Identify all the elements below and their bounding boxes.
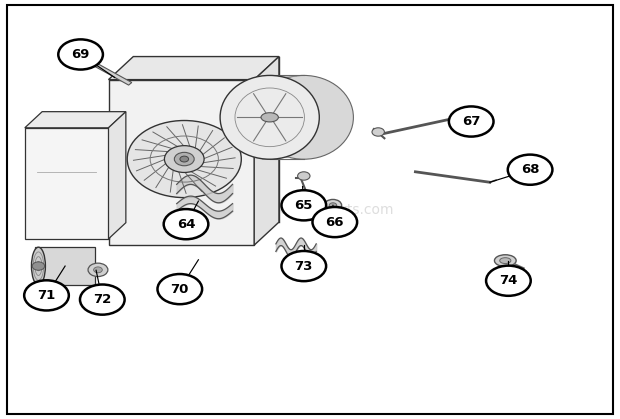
Circle shape <box>281 251 326 281</box>
Text: 71: 71 <box>37 289 56 302</box>
Circle shape <box>312 207 357 237</box>
Circle shape <box>164 209 208 239</box>
Circle shape <box>80 285 125 315</box>
Polygon shape <box>35 247 95 285</box>
Circle shape <box>157 274 202 304</box>
Polygon shape <box>108 57 279 80</box>
Text: 69: 69 <box>71 48 90 61</box>
Circle shape <box>24 280 69 310</box>
Text: 73: 73 <box>294 259 313 273</box>
Circle shape <box>127 121 241 198</box>
Ellipse shape <box>261 113 278 122</box>
Ellipse shape <box>220 75 319 159</box>
Circle shape <box>180 156 188 162</box>
Polygon shape <box>25 128 108 239</box>
Polygon shape <box>254 57 279 245</box>
Polygon shape <box>108 111 126 239</box>
Circle shape <box>298 172 310 180</box>
Text: eReplacementParts.com: eReplacementParts.com <box>226 202 394 217</box>
Circle shape <box>324 199 342 211</box>
Text: 67: 67 <box>462 115 480 128</box>
Text: 65: 65 <box>294 199 313 212</box>
Text: 68: 68 <box>521 163 539 176</box>
Circle shape <box>329 203 337 208</box>
Ellipse shape <box>32 247 45 285</box>
Circle shape <box>94 267 102 273</box>
Polygon shape <box>25 111 126 128</box>
Circle shape <box>164 146 204 173</box>
Circle shape <box>281 190 326 220</box>
Polygon shape <box>108 80 254 245</box>
Text: 72: 72 <box>93 293 112 306</box>
Circle shape <box>174 153 194 166</box>
Ellipse shape <box>500 258 511 264</box>
Ellipse shape <box>254 75 353 159</box>
Text: 66: 66 <box>326 215 344 229</box>
Text: 64: 64 <box>177 217 195 231</box>
Text: 70: 70 <box>170 282 189 296</box>
Circle shape <box>486 266 531 296</box>
Circle shape <box>32 262 45 270</box>
Text: 74: 74 <box>499 274 518 287</box>
Circle shape <box>508 155 552 185</box>
Circle shape <box>372 128 384 136</box>
Ellipse shape <box>494 255 516 266</box>
Circle shape <box>449 106 494 137</box>
Circle shape <box>88 263 108 277</box>
Circle shape <box>58 39 103 70</box>
Polygon shape <box>94 64 132 85</box>
